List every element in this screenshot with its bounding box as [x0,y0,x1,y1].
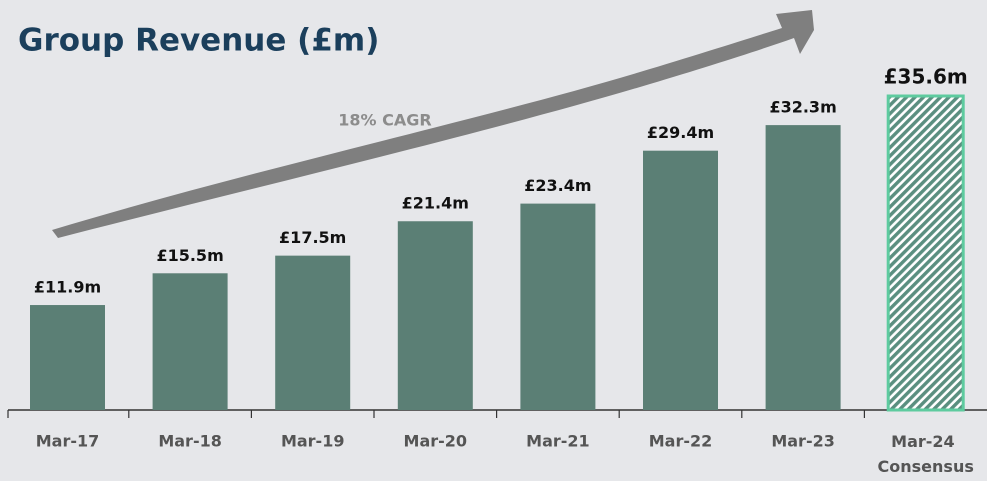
bar [275,255,351,410]
x-tick-label: Mar-21 [526,432,590,451]
x-tick-label: Mar-20 [404,432,468,451]
bar [643,150,718,410]
bar [886,94,965,412]
value-label: £32.3m [769,98,836,117]
value-label: £29.4m [647,123,714,142]
value-label: £15.5m [156,246,223,265]
value-label: £35.6m [884,65,968,89]
bar [520,203,596,410]
growth-arrow [52,10,814,238]
x-tick-label: Mar-22 [649,432,713,451]
x-tick-label: Mar-23 [771,432,835,451]
bar [30,305,105,410]
value-label: £17.5m [279,228,346,247]
bar [765,125,841,410]
chart-title: Group Revenue (£m) [18,23,379,59]
value-label: £11.9m [34,278,101,297]
x-tick-label: Mar-19 [281,432,345,451]
x-tick-label: Mar-17 [36,432,100,451]
x-tick-label: Mar-18 [158,432,222,451]
bar [152,273,228,410]
annotation: 18% CAGR [338,111,431,130]
value-label: £21.4m [402,194,469,213]
bar [397,221,473,410]
x-tick-label: Mar-24 Consensus [878,432,974,476]
value-label: £23.4m [524,176,591,195]
